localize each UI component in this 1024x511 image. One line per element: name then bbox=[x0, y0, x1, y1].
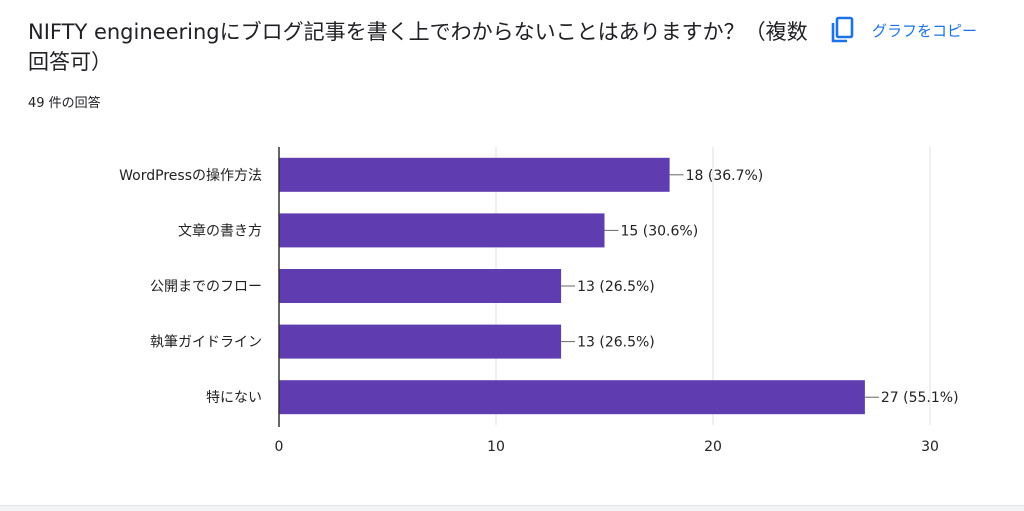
category-label: 文章の書き方 bbox=[178, 222, 262, 239]
bar bbox=[279, 269, 562, 303]
category-label: 執筆ガイドライン bbox=[150, 335, 262, 351]
x-tick-label: 0 bbox=[275, 439, 284, 455]
data-label: 13 (26.5%) bbox=[577, 335, 655, 351]
bar bbox=[279, 213, 605, 248]
bar bbox=[279, 380, 865, 415]
question-title: NIFTY engineeringにブログ記事を書く上でわからないことはあります… bbox=[28, 20, 808, 74]
category-label: 特にない bbox=[206, 390, 262, 406]
copy-chart-label: グラフをコピー bbox=[872, 21, 978, 40]
bar bbox=[279, 324, 562, 359]
category-label: 公開までのフロー bbox=[150, 279, 262, 295]
card-footer-strip bbox=[0, 506, 1024, 511]
data-label: 27 (55.1%) bbox=[881, 390, 959, 406]
bar bbox=[279, 157, 670, 192]
copy-icon bbox=[830, 16, 856, 44]
data-label: 13 (26.5%) bbox=[577, 279, 655, 295]
data-label: 15 (30.6%) bbox=[621, 223, 699, 239]
data-label: 18 (36.7%) bbox=[686, 168, 764, 184]
x-tick-label: 20 bbox=[704, 439, 722, 455]
category-label: WordPressの操作方法 bbox=[119, 168, 262, 184]
x-tick-label: 10 bbox=[487, 439, 505, 455]
copy-chart-button[interactable]: グラフをコピー bbox=[830, 14, 977, 46]
response-count: 49 件の回答 bbox=[28, 96, 101, 111]
x-tick-label: 30 bbox=[921, 439, 939, 455]
